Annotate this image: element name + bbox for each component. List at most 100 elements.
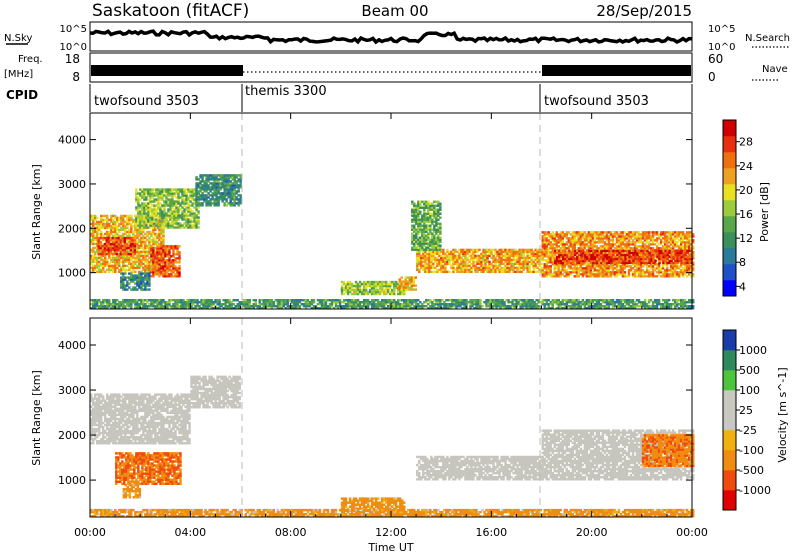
power-cell — [205, 180, 208, 183]
power-cell — [97, 246, 100, 250]
power-cell — [128, 262, 131, 266]
power-cell — [153, 220, 156, 223]
power-cell — [587, 241, 591, 244]
power-cell — [627, 265, 631, 268]
power-cell — [109, 238, 112, 242]
power-cell — [122, 216, 125, 220]
power-cell — [221, 182, 224, 185]
power-cell — [577, 233, 581, 236]
power-cell — [131, 242, 135, 246]
power-cell — [181, 198, 184, 201]
power-cell — [378, 292, 382, 296]
power-cell — [448, 258, 451, 262]
power-cell — [122, 228, 125, 232]
power-cell — [162, 263, 165, 266]
power-cell — [166, 265, 169, 268]
power-cell — [555, 241, 558, 244]
power-cell — [444, 266, 447, 270]
power-cell — [522, 268, 525, 272]
power-cell — [617, 247, 621, 250]
power-cell — [96, 256, 99, 260]
power-cell — [577, 267, 581, 270]
power-cell — [118, 244, 121, 248]
power-cell — [629, 269, 633, 272]
power-cell — [446, 270, 449, 274]
power-cell — [581, 245, 585, 248]
power-cell — [603, 235, 607, 238]
power-cell — [147, 212, 150, 215]
power-cell — [571, 241, 575, 244]
power-cell — [112, 270, 115, 274]
power-cell — [171, 192, 174, 195]
power-cell — [458, 270, 461, 274]
power-cell — [126, 248, 129, 252]
power-cell — [126, 268, 129, 272]
power-cell — [132, 268, 135, 272]
power-cell — [601, 231, 605, 234]
power-cell — [526, 270, 529, 274]
power-cell — [414, 288, 417, 291]
power-cell — [418, 252, 421, 256]
power-cell — [142, 266, 145, 270]
power-cell — [193, 226, 196, 229]
power-cell — [96, 260, 99, 264]
power-cell — [172, 253, 175, 256]
power-cell — [203, 180, 206, 183]
power-cell — [376, 290, 380, 294]
power-cell — [209, 194, 212, 197]
power-cell — [462, 260, 465, 264]
power-cell — [541, 269, 544, 272]
power-cell — [399, 292, 402, 296]
power-cell — [219, 182, 222, 185]
power-cell — [561, 269, 564, 272]
power-cell — [432, 256, 435, 260]
power-cell — [147, 220, 150, 223]
power-cell — [438, 252, 441, 256]
power-cell — [147, 206, 150, 209]
power-cell — [480, 268, 483, 272]
power-cell — [183, 188, 186, 191]
power-cell — [179, 224, 182, 227]
power-cell — [116, 232, 119, 236]
power-cell — [92, 264, 95, 268]
power-cell — [397, 286, 400, 290]
power-cell — [143, 206, 146, 209]
power-cell — [541, 271, 544, 274]
power-cell — [185, 216, 188, 219]
power-cell — [102, 262, 105, 266]
power-cell — [470, 270, 473, 274]
power-cell — [452, 262, 455, 266]
power-cell — [557, 237, 560, 240]
power-cell — [162, 269, 165, 272]
power-cell — [488, 266, 491, 270]
power-cell — [486, 270, 489, 274]
power-cell — [156, 269, 159, 272]
power-cell — [191, 198, 194, 201]
power-cell — [120, 270, 123, 274]
power-cell — [581, 231, 585, 234]
power-cell — [480, 260, 483, 264]
power-cell — [161, 206, 164, 209]
power-cell — [227, 182, 230, 185]
power-cell — [504, 250, 507, 254]
power-cell — [462, 254, 465, 258]
power-cell — [583, 263, 587, 266]
power-cell — [585, 237, 589, 240]
power-cell — [175, 222, 178, 225]
power-cell — [482, 256, 485, 260]
power-cell — [420, 266, 423, 270]
power-cell — [530, 256, 533, 260]
power-cell — [587, 271, 591, 274]
power-cell — [157, 204, 160, 207]
power-cell — [122, 218, 125, 222]
power-cell — [110, 216, 113, 220]
power-cell — [551, 249, 554, 252]
power-cell — [233, 186, 236, 189]
power-cell — [528, 270, 531, 274]
power-cell — [120, 266, 123, 270]
power-cell — [541, 275, 544, 278]
power-cell — [549, 257, 552, 260]
power-cell — [623, 271, 627, 274]
power-cell — [504, 252, 507, 256]
power-cell — [96, 250, 99, 254]
